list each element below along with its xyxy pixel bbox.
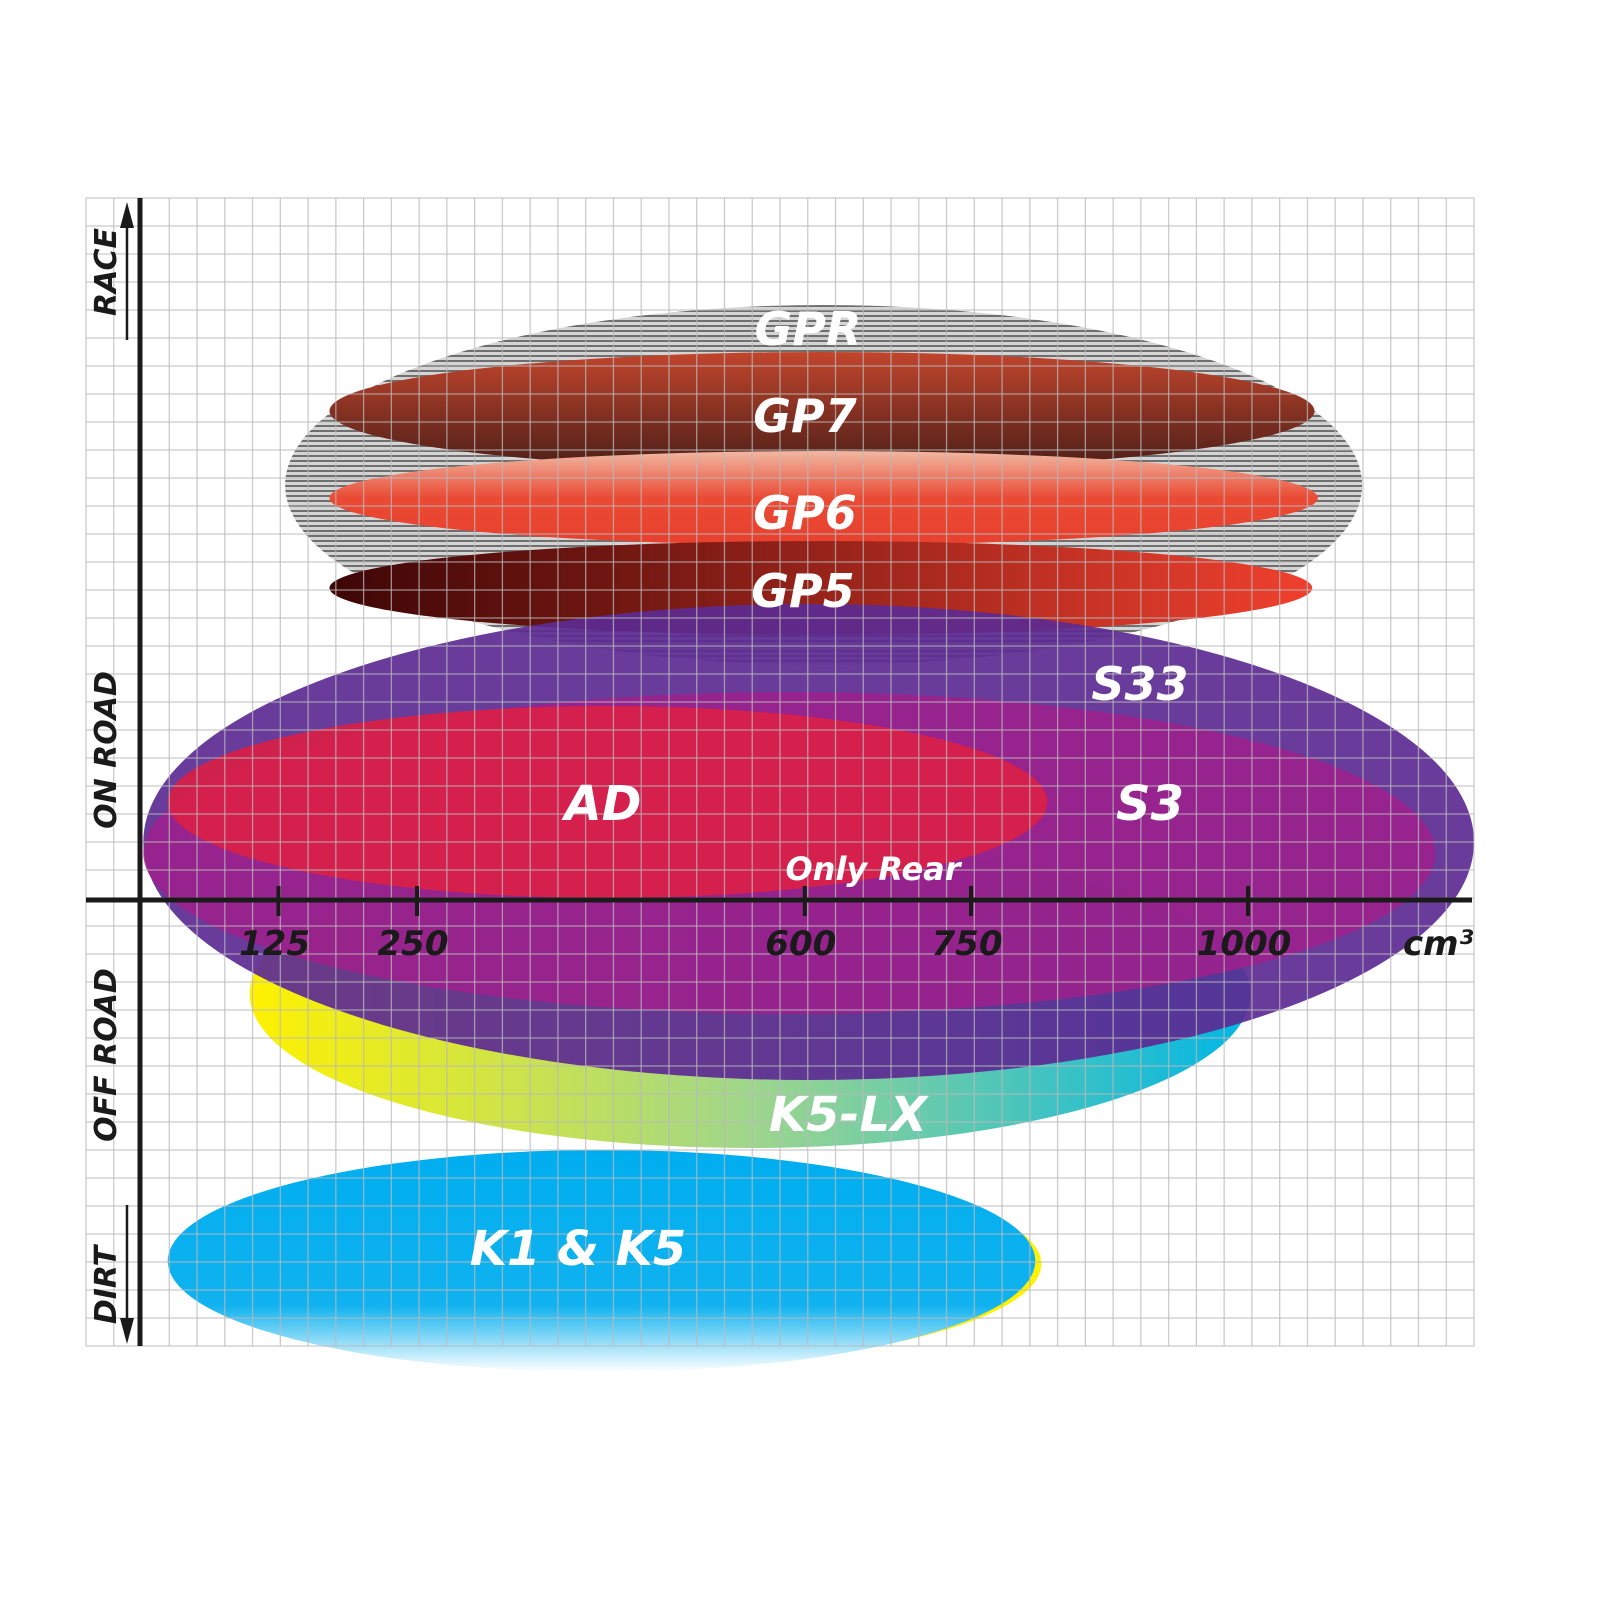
ellipse-gp6 xyxy=(329,451,1318,545)
y-label-on-road: ON ROAD xyxy=(89,671,124,829)
x-tick-label: 250 xyxy=(378,924,449,964)
label-s33: S33 xyxy=(1091,657,1188,711)
ellipse-gp5 xyxy=(329,541,1313,635)
label-k5-lx: K5-LX xyxy=(769,1087,929,1143)
x-unit-label: cm³ xyxy=(1403,924,1474,964)
label-only-rear: Only Rear xyxy=(785,850,962,888)
x-tick-label: 125 xyxy=(239,924,310,964)
arrow-up-icon xyxy=(120,202,134,340)
label-gp5: GP5 xyxy=(751,564,854,618)
arrow-down-icon xyxy=(120,1205,134,1344)
label-k1-k5: K1 & K5 xyxy=(470,1221,686,1277)
label-gp6: GP6 xyxy=(753,486,856,540)
ellipse-gp7 xyxy=(329,352,1315,470)
label-gpr: GPR xyxy=(755,302,862,356)
y-label-race: RACE xyxy=(89,228,124,316)
label-ad: AD xyxy=(561,776,642,832)
y-label-off-road: OFF ROAD xyxy=(89,968,124,1142)
x-tick-label: 600 xyxy=(765,924,836,964)
x-tick-label: 750 xyxy=(932,924,1003,964)
grid xyxy=(85,197,1475,1347)
x-tick-label: 1000 xyxy=(1197,924,1292,964)
label-gp7: GP7 xyxy=(753,389,856,443)
y-label-dirt: DIRT xyxy=(89,1243,124,1324)
label-s3: S3 xyxy=(1116,776,1184,832)
ellipse-ad xyxy=(167,706,1048,898)
